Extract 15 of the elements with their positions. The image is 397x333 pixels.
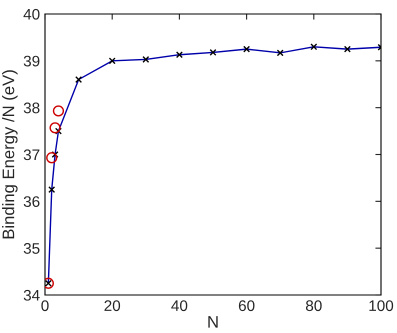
y-tick-label: 39 [24,56,40,67]
y-tick-label: 34 [24,290,40,301]
x-tick-label: 100 [369,300,394,312]
x-tick-label: 0 [41,300,49,312]
x-tick-label: 60 [238,300,254,312]
y-tick-label: 37 [24,149,40,160]
y-tick-label: 40 [24,8,40,20]
y-tick-label: 35 [24,243,40,254]
x-axis-title: N [208,316,218,328]
y-tick-label: 36 [24,196,40,208]
y-tick-label: 38 [24,102,40,114]
y-axis-title: Binding Energy /N (eV) [2,70,18,238]
x-tick-label: 80 [306,300,322,312]
x-tick-label: 40 [171,300,188,312]
x-tick-label: 20 [104,300,120,312]
